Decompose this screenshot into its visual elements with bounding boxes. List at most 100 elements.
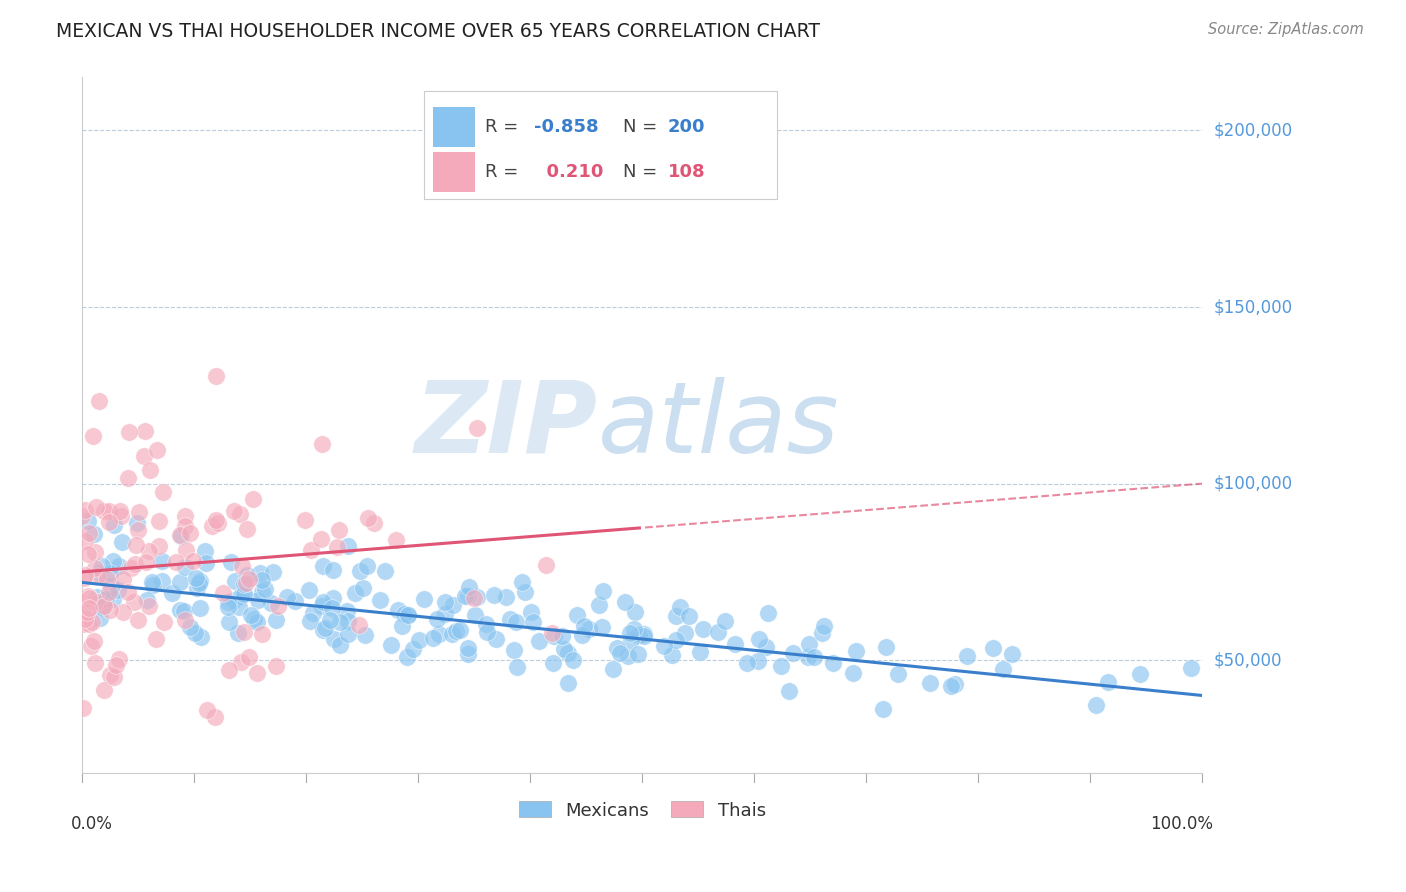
Point: [402, 642, 425, 657]
Point: [506, 660, 529, 674]
Point: [433, 607, 456, 622]
Text: $100,000: $100,000: [1213, 475, 1292, 492]
Point: [981, 640, 1004, 655]
Point: [782, 646, 804, 660]
Point: [356, 558, 378, 573]
Point: [179, 526, 201, 541]
Point: [120, 561, 142, 575]
Point: [187, 575, 209, 590]
Point: [457, 641, 479, 656]
Point: [887, 666, 910, 681]
Point: [475, 617, 498, 632]
Point: [624, 605, 647, 619]
Point: [755, 640, 778, 654]
Point: [619, 626, 641, 640]
Point: [138, 544, 160, 558]
Point: [392, 607, 415, 622]
Point: [142, 577, 165, 591]
Point: [321, 601, 343, 615]
Point: [96, 572, 118, 586]
Point: [98, 603, 121, 617]
Point: [956, 648, 979, 663]
Point: [79, 601, 101, 615]
Point: [520, 605, 543, 619]
Point: [150, 574, 173, 588]
Point: [387, 603, 409, 617]
Point: [368, 592, 391, 607]
Point: [134, 449, 156, 463]
Point: [76, 605, 98, 619]
Point: [94, 591, 117, 606]
Point: [146, 442, 169, 457]
Point: [83, 633, 105, 648]
Text: 100.0%: 100.0%: [1150, 815, 1213, 833]
Point: [77, 514, 100, 528]
Point: [195, 557, 218, 571]
Point: [661, 648, 683, 663]
Point: [510, 575, 533, 590]
Point: [148, 539, 170, 553]
Point: [98, 566, 121, 580]
Point: [363, 516, 385, 531]
Point: [218, 615, 240, 629]
Point: [89, 611, 111, 625]
Point: [80, 640, 103, 654]
Point: [284, 594, 307, 608]
Point: [260, 595, 283, 609]
Point: [174, 508, 197, 523]
Point: [170, 528, 193, 542]
Point: [714, 614, 737, 628]
Point: [396, 607, 419, 622]
Text: 0.0%: 0.0%: [70, 815, 112, 833]
Point: [236, 568, 259, 582]
Point: [678, 609, 700, 624]
Point: [243, 612, 266, 626]
Point: [606, 640, 628, 655]
Point: [311, 532, 333, 546]
Point: [153, 615, 176, 630]
Point: [160, 586, 183, 600]
Point: [797, 649, 820, 664]
Point: [232, 587, 254, 601]
Point: [747, 654, 769, 668]
Point: [77, 591, 100, 605]
Point: [217, 594, 239, 608]
Point: [502, 643, 524, 657]
Text: 200: 200: [668, 118, 706, 136]
Point: [312, 623, 335, 637]
Point: [352, 581, 374, 595]
Point: [1097, 675, 1119, 690]
Point: [75, 503, 97, 517]
Point: [226, 626, 249, 640]
Point: [246, 615, 269, 630]
Point: [98, 504, 121, 518]
Point: [173, 604, 195, 618]
Point: [748, 632, 770, 646]
Point: [499, 612, 522, 626]
Point: [567, 607, 589, 622]
Point: [91, 559, 114, 574]
Point: [301, 607, 323, 621]
Point: [541, 657, 564, 671]
Point: [735, 656, 758, 670]
Point: [124, 538, 146, 552]
Point: [103, 592, 125, 607]
Point: [105, 657, 128, 672]
Point: [228, 600, 250, 615]
Point: [337, 614, 360, 628]
Point: [433, 595, 456, 609]
Point: [799, 637, 821, 651]
Point: [592, 583, 614, 598]
Point: [557, 646, 579, 660]
Point: [357, 511, 380, 525]
Point: [253, 582, 276, 596]
Point: [169, 574, 191, 589]
Point: [110, 508, 132, 523]
Point: [252, 627, 274, 641]
Point: [422, 631, 444, 645]
Point: [219, 555, 242, 569]
Point: [174, 613, 197, 627]
Point: [724, 637, 747, 651]
Point: [311, 436, 333, 450]
Point: [250, 574, 273, 588]
